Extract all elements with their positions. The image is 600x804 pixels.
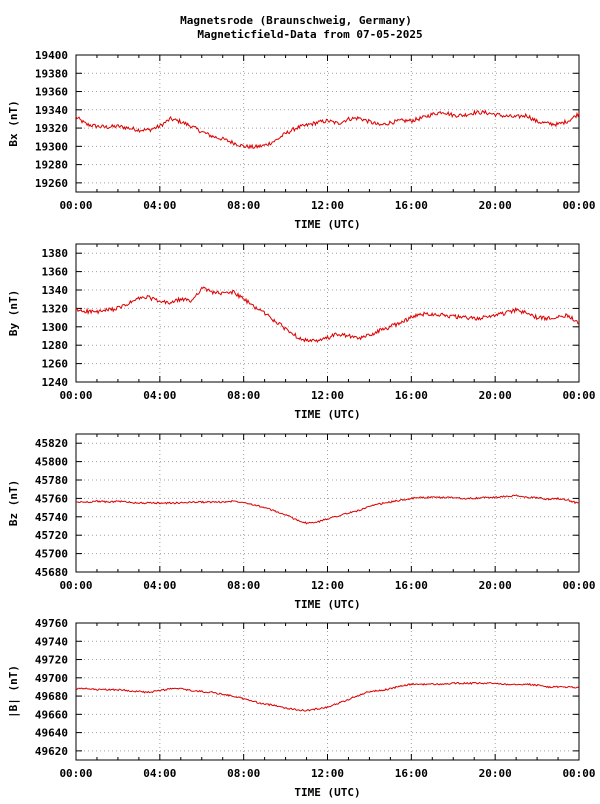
panel-2-x-tick-label: 20:00 <box>479 389 512 402</box>
panel-3-y-tick-label: 45760 <box>35 492 68 505</box>
panel-1-x-tick-label: 04:00 <box>143 199 176 212</box>
panel-1-y-tick-label: 19300 <box>35 140 68 153</box>
panel-1-y-tick-label: 19400 <box>35 49 68 62</box>
panel-2-plot-frame <box>75 243 580 383</box>
panel-3-x-axis-label: TIME (UTC) <box>294 598 360 611</box>
panel-1-plot-frame <box>75 54 580 193</box>
panel-2-x-tick-label: 16:00 <box>395 389 428 402</box>
panel-2-x-tick-label: 00:00 <box>562 389 595 402</box>
panel-4-y-tick-label: 49680 <box>35 690 68 703</box>
panel-4-x-tick-label: 00:00 <box>562 767 595 780</box>
panel-1-x-tick-label: 00:00 <box>562 199 595 212</box>
panel-3-x-tick-label: 00:00 <box>562 579 595 592</box>
panel-3-y-tick-label: 45680 <box>35 566 68 579</box>
panel-1-y-tick-label: 19320 <box>35 122 68 135</box>
panel-2-x-tick-label: 04:00 <box>143 389 176 402</box>
panel-2-y-tick-label: 1320 <box>42 302 69 315</box>
panel-4-y-tick-label: 49740 <box>35 635 68 648</box>
panel-1-x-tick-label: 20:00 <box>479 199 512 212</box>
panel-4-y-tick-label: 49700 <box>35 672 68 685</box>
figure-title-line1: Magnetsrode (Braunschweig, Germany) <box>180 14 412 27</box>
panel-2-y-tick-label: 1260 <box>42 358 69 371</box>
panel-1-y-tick-label: 19280 <box>35 159 68 172</box>
panel-4-y-tick-label: 49660 <box>35 708 68 721</box>
panel-3-y-tick-label: 45800 <box>35 456 68 469</box>
panel-3-x-tick-label: 04:00 <box>143 579 176 592</box>
panel-1-data-line <box>75 109 580 150</box>
panel-1-y-tick-label: 19380 <box>35 67 68 80</box>
panel-4-y-tick-label: 49720 <box>35 654 68 667</box>
panel-3-data-line <box>75 494 580 525</box>
panel-2-x-tick-label: 00:00 <box>59 389 92 402</box>
panel-4-x-tick-label: 20:00 <box>479 767 512 780</box>
panel-4-x-tick-label: 04:00 <box>143 767 176 780</box>
panel-1-x-tick-label: 00:00 <box>59 199 92 212</box>
panel-3-x-tick-label: 00:00 <box>59 579 92 592</box>
panel-1-y-tick-label: 19260 <box>35 177 68 190</box>
panel-2-y-axis-label: By (nT) <box>7 290 20 336</box>
panel-3-y-tick-label: 45720 <box>35 529 68 542</box>
panel-2-x-tick-label: 08:00 <box>227 389 260 402</box>
panel-2-x-tick-label: 12:00 <box>311 389 344 402</box>
panel-4-plot-frame <box>75 622 580 761</box>
panel-4-x-tick-label: 08:00 <box>227 767 260 780</box>
panel-3-x-tick-label: 16:00 <box>395 579 428 592</box>
panel-3-y-tick-label: 45700 <box>35 548 68 561</box>
panel-1-y-axis-label: Bx (nT) <box>7 100 20 146</box>
figure-title-line2: Magneticfield-Data from 07-05-2025 <box>197 28 422 41</box>
panel-3-y-tick-label: 45740 <box>35 511 68 524</box>
panel-1-x-tick-label: 16:00 <box>395 199 428 212</box>
panel-3-y-tick-label: 45820 <box>35 437 68 450</box>
panel-2-data-line <box>75 286 580 343</box>
panel-3-y-tick-label: 45780 <box>35 474 68 487</box>
panel-4-x-tick-label: 00:00 <box>59 767 92 780</box>
panel-1-x-axis-label: TIME (UTC) <box>294 218 360 231</box>
panel-2-y-tick-label: 1240 <box>42 376 69 389</box>
panel-3-x-tick-label: 12:00 <box>311 579 344 592</box>
panel-2-y-tick-label: 1340 <box>42 284 69 297</box>
panel-3-x-tick-label: 20:00 <box>479 579 512 592</box>
panel-2-x-axis-label: TIME (UTC) <box>294 408 360 421</box>
panel-4-y-tick-label: 49620 <box>35 745 68 758</box>
panel-4-data-line <box>75 681 580 712</box>
panel-1-y-tick-label: 19360 <box>35 86 68 99</box>
panel-1-y-tick-label: 19340 <box>35 104 68 117</box>
panel-3-x-tick-label: 08:00 <box>227 579 260 592</box>
panel-1-x-tick-label: 12:00 <box>311 199 344 212</box>
panel-2-y-tick-label: 1380 <box>42 247 69 260</box>
panel-4-y-tick-label: 49760 <box>35 617 68 630</box>
panel-3-y-axis-label: Bz (nT) <box>7 480 20 526</box>
panel-4-y-tick-label: 49640 <box>35 727 68 740</box>
panel-1-x-tick-label: 08:00 <box>227 199 260 212</box>
panel-4-x-tick-label: 16:00 <box>395 767 428 780</box>
panel-4-x-axis-label: TIME (UTC) <box>294 786 360 799</box>
panel-2-y-tick-label: 1360 <box>42 266 69 279</box>
panel-2-y-tick-label: 1300 <box>42 321 69 334</box>
panel-4-x-tick-label: 12:00 <box>311 767 344 780</box>
panel-2-y-tick-label: 1280 <box>42 339 69 352</box>
panel-4-y-axis-label: |B| (nT) <box>7 665 20 718</box>
